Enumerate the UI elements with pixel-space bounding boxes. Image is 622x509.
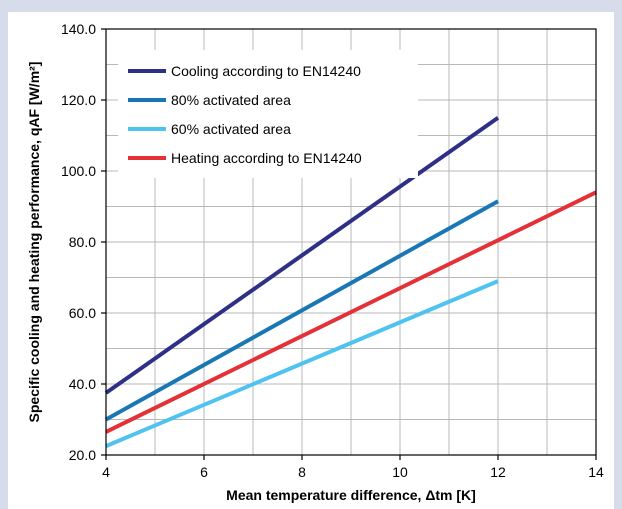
x-tick-label: 6 <box>200 464 208 480</box>
y-tick-label: 100.0 <box>61 163 96 179</box>
legend: Cooling according to EN14240 80% activate… <box>128 63 362 166</box>
x-tick-label: 14 <box>588 464 604 480</box>
y-tick-label: 120.0 <box>61 92 96 108</box>
y-tick-label: 60.0 <box>69 305 96 321</box>
left-border-band <box>0 12 8 509</box>
legend-label-1: Cooling according to EN14240 <box>171 63 361 79</box>
axis-ticks: 4 6 8 10 12 14 20.0 40.0 60.0 80.0 100.0 120.0 140.0 <box>61 21 604 480</box>
x-axis-title: Mean temperature difference, Δtm [K] <box>226 487 476 503</box>
y-axis-title: Specific cooling and heating performance… <box>26 62 42 423</box>
y-tick-label: 80.0 <box>69 234 96 250</box>
series-line-2 <box>105 199 499 422</box>
x-tick-label: 12 <box>490 464 506 480</box>
series-lines <box>104 116 597 448</box>
legend-box <box>118 50 418 178</box>
series-line-1 <box>104 116 500 395</box>
y-tick-label: 140.0 <box>61 21 96 37</box>
top-border-band <box>0 0 622 12</box>
series-line-3 <box>105 279 499 448</box>
legend-label-3: 60% activated area <box>171 121 291 137</box>
x-tick-label: 8 <box>298 464 306 480</box>
y-tick-label: 40.0 <box>69 376 96 392</box>
right-border-band <box>614 12 622 509</box>
x-tick-label: 10 <box>392 464 408 480</box>
legend-label-4: Heating according to EN14240 <box>171 150 362 166</box>
legend-label-2: 80% activated area <box>171 92 291 108</box>
y-tick-label: 20.0 <box>69 447 96 463</box>
x-tick-label: 4 <box>102 464 110 480</box>
series-line-4 <box>105 190 597 434</box>
